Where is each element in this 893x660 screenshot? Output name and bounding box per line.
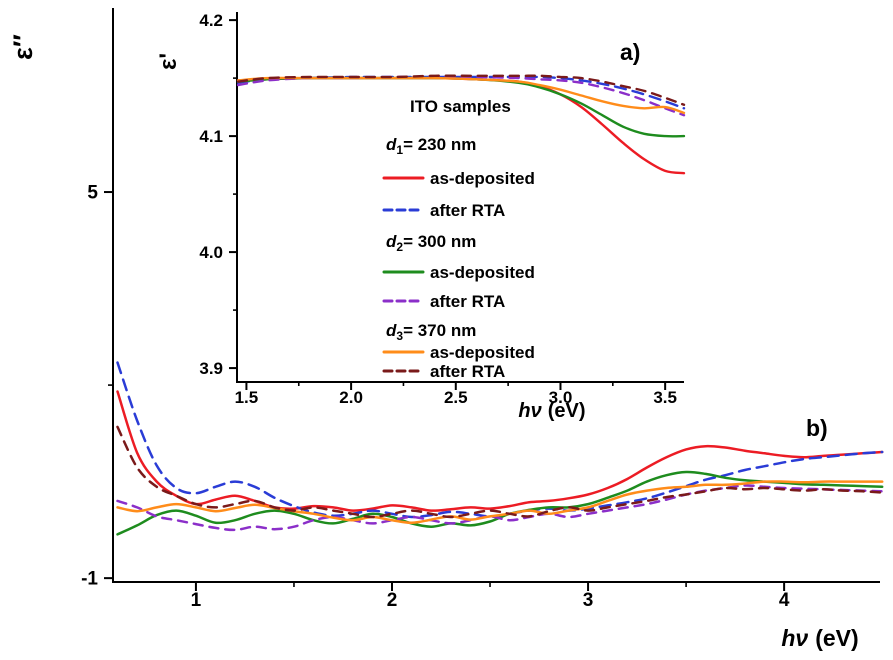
main-x-axis-label: hν (eV) bbox=[781, 625, 858, 651]
inset-x-axis-label-unit: (eV) bbox=[548, 400, 586, 422]
x-tick-label: 2.5 bbox=[444, 388, 468, 407]
series-main-0 bbox=[116, 390, 884, 512]
y-tick-label: 3.9 bbox=[199, 359, 223, 378]
legend-entry-label: after RTA bbox=[430, 362, 505, 381]
inset-y-axis-label: ε' bbox=[155, 53, 182, 70]
x-tick-label: 3.5 bbox=[653, 388, 677, 407]
y-tick-label: 4.0 bbox=[199, 243, 223, 262]
main-plot: 1 2 3 4 -1 5 bbox=[81, 8, 884, 611]
y-tick-label: 4.2 bbox=[199, 11, 223, 30]
series-inset-4 bbox=[236, 76, 686, 115]
legend-group-label: d3= 370 nm bbox=[386, 321, 476, 343]
series-inset-5 bbox=[236, 74, 686, 106]
x-tick-label: 2.0 bbox=[339, 388, 363, 407]
legend-entry-label: after RTA bbox=[430, 201, 505, 220]
legend-group-label: d2= 300 nm bbox=[386, 232, 476, 254]
main-x-axis-label-unit: (eV) bbox=[815, 625, 858, 651]
inset-x-axis-label: hν (eV) bbox=[518, 400, 585, 422]
panel-label-b: b) bbox=[806, 415, 828, 441]
x-tick-label: 4 bbox=[779, 590, 790, 611]
series-inset-3 bbox=[236, 75, 686, 117]
panel-label-a: a) bbox=[620, 39, 640, 65]
inset-x-axis-label-italic: hν bbox=[518, 400, 541, 422]
legend-entry-label: as-deposited bbox=[430, 263, 535, 282]
legend-entry-label: after RTA bbox=[430, 292, 505, 311]
main-y-axis-label: ε″ bbox=[8, 34, 38, 60]
x-tick-label: 3.0 bbox=[549, 388, 573, 407]
y-tick-label: -1 bbox=[81, 569, 98, 590]
series-main-3 bbox=[116, 484, 884, 532]
series-main-5 bbox=[116, 425, 884, 519]
y-tick-label: 4.1 bbox=[199, 127, 223, 146]
inset-plot: 1.5 2.0 2.5 3.0 3.5 3.9 4.0 4.1 4.2 ITO samples d1… bbox=[199, 11, 686, 407]
x-tick-label: 1 bbox=[191, 590, 202, 611]
legend-entry-label: as-deposited bbox=[430, 169, 535, 188]
legend-title: ITO samples bbox=[410, 97, 511, 116]
x-tick-label: 3 bbox=[583, 590, 594, 611]
main-x-axis-label-italic: hν bbox=[781, 625, 808, 651]
series-main-4 bbox=[116, 480, 884, 525]
x-tick-label: 1.5 bbox=[235, 388, 259, 407]
inset-background bbox=[237, 8, 685, 383]
x-tick-label: 2 bbox=[387, 590, 398, 611]
legend-entry-label: as-deposited bbox=[430, 343, 535, 362]
legend-group-label: d1= 230 nm bbox=[386, 135, 476, 157]
y-tick-label: 5 bbox=[87, 183, 98, 204]
